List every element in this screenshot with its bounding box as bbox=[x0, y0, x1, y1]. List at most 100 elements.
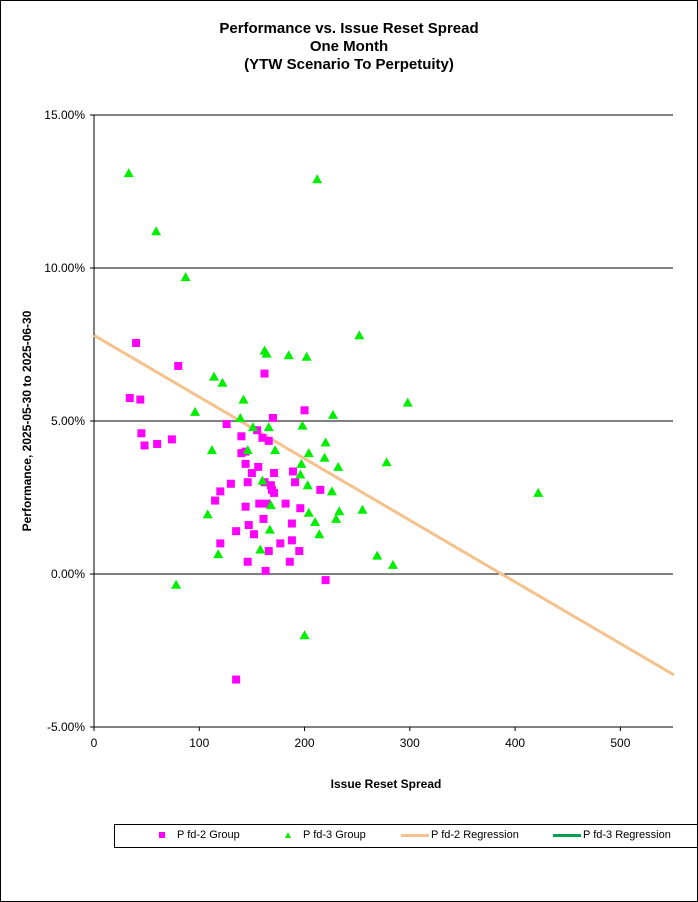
pfd3-point bbox=[123, 168, 134, 178]
pfd2-point bbox=[296, 504, 305, 513]
pfd3-point bbox=[263, 422, 274, 432]
pfd2-point bbox=[254, 462, 263, 471]
pfd3-point bbox=[265, 500, 276, 510]
pfd3-point bbox=[295, 469, 306, 479]
pfd3-point bbox=[190, 406, 201, 416]
pfd2-point bbox=[291, 478, 300, 487]
pfd3-point bbox=[303, 448, 314, 458]
x-tick-label: 400 bbox=[505, 736, 525, 750]
pfd2-point bbox=[237, 432, 246, 441]
pfd2-point bbox=[243, 478, 252, 487]
pfd3-point bbox=[312, 174, 323, 184]
pfd3-point bbox=[264, 524, 275, 534]
pfd2-point bbox=[174, 361, 183, 370]
chart-title-line-2: One Month bbox=[309, 38, 389, 55]
pfd3-point bbox=[302, 480, 313, 490]
x-tick-label: 300 bbox=[400, 736, 420, 750]
pfd2-point bbox=[153, 439, 162, 448]
pfd3-point bbox=[327, 409, 338, 419]
y-tick-label: 0.00% bbox=[51, 567, 85, 581]
pfd3-point bbox=[171, 579, 182, 589]
pfd2-point bbox=[268, 413, 277, 422]
pfd2-point bbox=[132, 338, 141, 347]
pfd2-point bbox=[281, 499, 290, 508]
pfd2-point bbox=[321, 576, 330, 585]
pfd2-point bbox=[137, 429, 146, 438]
pfd3-point bbox=[301, 351, 312, 361]
pfd2-point bbox=[316, 485, 325, 494]
legend-item-pfd2-regression: P fd-2 Regression bbox=[401, 829, 519, 841]
pfd2-point bbox=[243, 557, 252, 566]
pfd3-point bbox=[357, 504, 368, 514]
pfd2-point bbox=[300, 406, 309, 415]
pfd3-point bbox=[257, 475, 268, 485]
pfd2-point bbox=[216, 539, 225, 548]
pfd2-point bbox=[125, 394, 134, 403]
pfd3-point bbox=[209, 371, 220, 381]
pfd2-point bbox=[222, 420, 231, 429]
pfd2-point bbox=[211, 496, 220, 505]
legend-triangle-marker-icon bbox=[285, 832, 291, 838]
pfd2-point bbox=[136, 395, 145, 404]
pfd3-point bbox=[238, 394, 249, 404]
pfd3-point bbox=[202, 509, 213, 519]
pfd3-point bbox=[387, 559, 398, 569]
pfd2-point bbox=[288, 467, 297, 476]
pfd3-point bbox=[319, 452, 330, 462]
pfd3-point bbox=[242, 445, 253, 455]
x-axis-label: Issue Reset Spread bbox=[331, 777, 442, 791]
pfd2-point bbox=[250, 530, 259, 539]
legend-label: P fd-3 Group bbox=[303, 829, 366, 841]
y-tick-label: 10.00% bbox=[44, 261, 85, 275]
pfd3-point bbox=[270, 445, 281, 455]
pfd2-point bbox=[247, 469, 256, 478]
pfd2-point bbox=[226, 479, 235, 488]
legend-item-pfd3-group: P fd-3 Group bbox=[285, 829, 366, 841]
y-tick-label: 5.00% bbox=[51, 414, 85, 428]
x-tick-label: 200 bbox=[295, 736, 315, 750]
pfd3-point bbox=[206, 445, 217, 455]
pfd3-point bbox=[333, 461, 344, 471]
pfd3-point bbox=[255, 544, 266, 554]
legend: P fd-2 Group P fd-3 Group P fd-2 Regress… bbox=[114, 824, 698, 848]
pfd3-point bbox=[533, 487, 544, 497]
pfd3-point bbox=[354, 330, 365, 340]
pfd2-point bbox=[270, 488, 279, 497]
pfd2-point bbox=[241, 459, 250, 468]
chart-title: Performance vs. Issue Reset Spread One M… bbox=[0, 20, 698, 74]
pfd3-point bbox=[402, 397, 413, 407]
legend-label: P fd-2 Regression bbox=[431, 829, 519, 841]
y-tick-label: -5.00% bbox=[47, 720, 85, 734]
pfd2-point bbox=[140, 441, 149, 450]
pfd2-point bbox=[237, 449, 246, 458]
pfd3-point bbox=[372, 550, 383, 560]
pfd2-point bbox=[244, 521, 253, 530]
legend-label: P fd-3 Regression bbox=[583, 829, 671, 841]
pfd3-point bbox=[151, 226, 162, 236]
pfd2-point bbox=[270, 469, 279, 478]
pfd3-point bbox=[299, 630, 310, 640]
pfd2-point bbox=[264, 436, 273, 445]
pfd3-point bbox=[320, 437, 331, 447]
pfd3-point bbox=[235, 412, 246, 422]
pfd3-point bbox=[217, 377, 228, 387]
pfd2-point bbox=[216, 487, 225, 496]
legend-item-pfd3-regression: P fd-3 Regression bbox=[553, 829, 671, 841]
pfd2-point bbox=[261, 566, 270, 575]
pfd2-point bbox=[241, 502, 250, 511]
legend-square-marker-icon bbox=[159, 832, 165, 838]
pfd2-point bbox=[276, 539, 285, 548]
pfd2-point bbox=[260, 369, 269, 378]
pfd3-point bbox=[331, 513, 342, 523]
pfd3-point bbox=[334, 506, 345, 516]
pfd3-point bbox=[213, 549, 224, 559]
pfd2-point bbox=[167, 435, 176, 444]
pfd3-point bbox=[326, 486, 337, 496]
pfd3-point bbox=[303, 507, 314, 517]
chart-title-line-1: Performance vs. Issue Reset Spread bbox=[219, 20, 479, 37]
legend-item-pfd2-group: P fd-2 Group bbox=[159, 829, 240, 841]
pfd2-regression-line bbox=[93, 334, 675, 677]
pfd3-point bbox=[180, 272, 191, 282]
legend-line-icon bbox=[553, 833, 581, 837]
